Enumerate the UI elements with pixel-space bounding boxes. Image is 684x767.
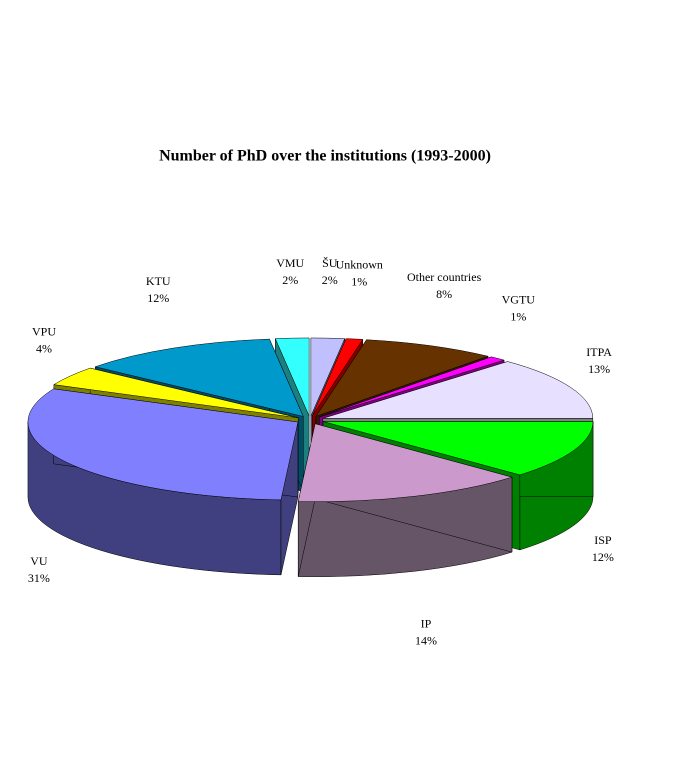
slice <box>53 367 299 419</box>
slice <box>315 339 489 417</box>
slice-value-label: 14% <box>415 633 437 647</box>
slice-label: VU <box>30 554 48 568</box>
slice <box>322 361 594 419</box>
slice-label: Unknown <box>336 258 383 272</box>
slice-label: IP <box>421 616 432 630</box>
slice <box>311 338 364 417</box>
slice-value-label: 31% <box>28 571 50 585</box>
slice-value-label: 4% <box>36 341 52 355</box>
slice-label: KTU <box>146 274 171 288</box>
slice-value-label: 13% <box>588 362 610 376</box>
slice <box>274 337 310 417</box>
slice-value-label: 12% <box>147 291 169 305</box>
chart-title: Number of PhD over the institutions (199… <box>159 148 491 165</box>
slice-label: ŠU <box>322 256 338 270</box>
slice-value-label: 8% <box>436 287 452 301</box>
slice <box>322 421 594 476</box>
slice <box>310 337 346 417</box>
slice <box>297 423 513 503</box>
slice-label: ISP <box>594 533 612 547</box>
slice-label: VPU <box>32 324 56 338</box>
slice-value-label: 1% <box>351 275 367 289</box>
slice-tops <box>27 337 594 503</box>
slice-value-label: 12% <box>592 550 614 564</box>
slice <box>94 338 304 417</box>
slice <box>27 388 299 501</box>
slice-value-label: 2% <box>282 273 298 287</box>
slice-value-label: 1% <box>510 310 526 324</box>
slice-label: Other countries <box>407 270 482 284</box>
slice-value-label: 2% <box>322 273 338 287</box>
slice-label: VGTU <box>502 293 536 307</box>
slice-label: ITPA <box>586 345 612 359</box>
slice-label: VMU <box>276 256 304 270</box>
slice <box>319 356 505 418</box>
